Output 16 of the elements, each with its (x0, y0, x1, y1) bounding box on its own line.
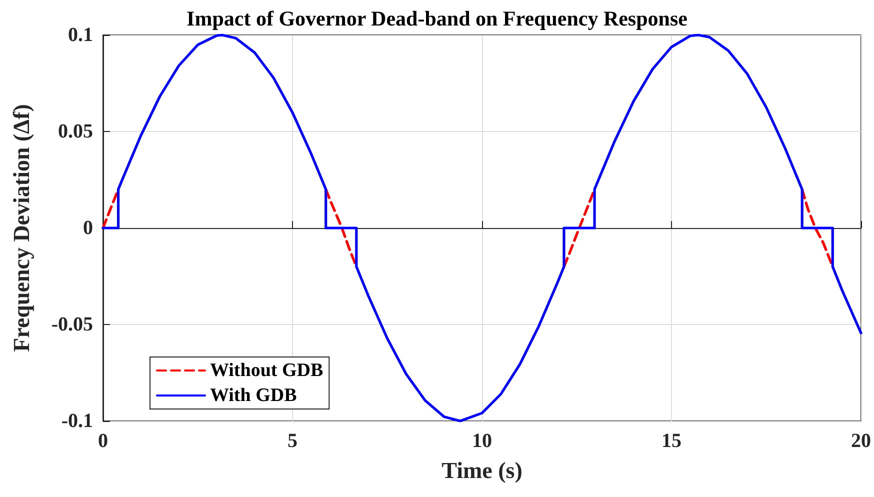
y-tick-label: -0.1 (61, 410, 93, 432)
y-tick-label: 0.1 (68, 24, 93, 46)
x-axis-title: Time (s) (442, 458, 522, 483)
x-tick-label: 10 (472, 430, 492, 452)
y-axis-title: Frequency Deviation (Δf) (9, 104, 34, 352)
x-tick-label: 5 (288, 430, 298, 452)
legend-label: With GDB (210, 385, 298, 406)
y-tick-label: 0 (83, 217, 93, 239)
line-series (102, 34, 862, 422)
legend-label: Without GDB (210, 360, 324, 381)
x-tick-label: 15 (662, 430, 682, 452)
chart-title: Impact of Governor Dead-band on Frequency Response (186, 6, 688, 30)
x-tick-label: 20 (851, 430, 871, 452)
y-tick-label: 0.05 (58, 120, 93, 142)
x-tick-label: 0 (98, 430, 108, 452)
y-tick-label: -0.05 (51, 314, 93, 336)
